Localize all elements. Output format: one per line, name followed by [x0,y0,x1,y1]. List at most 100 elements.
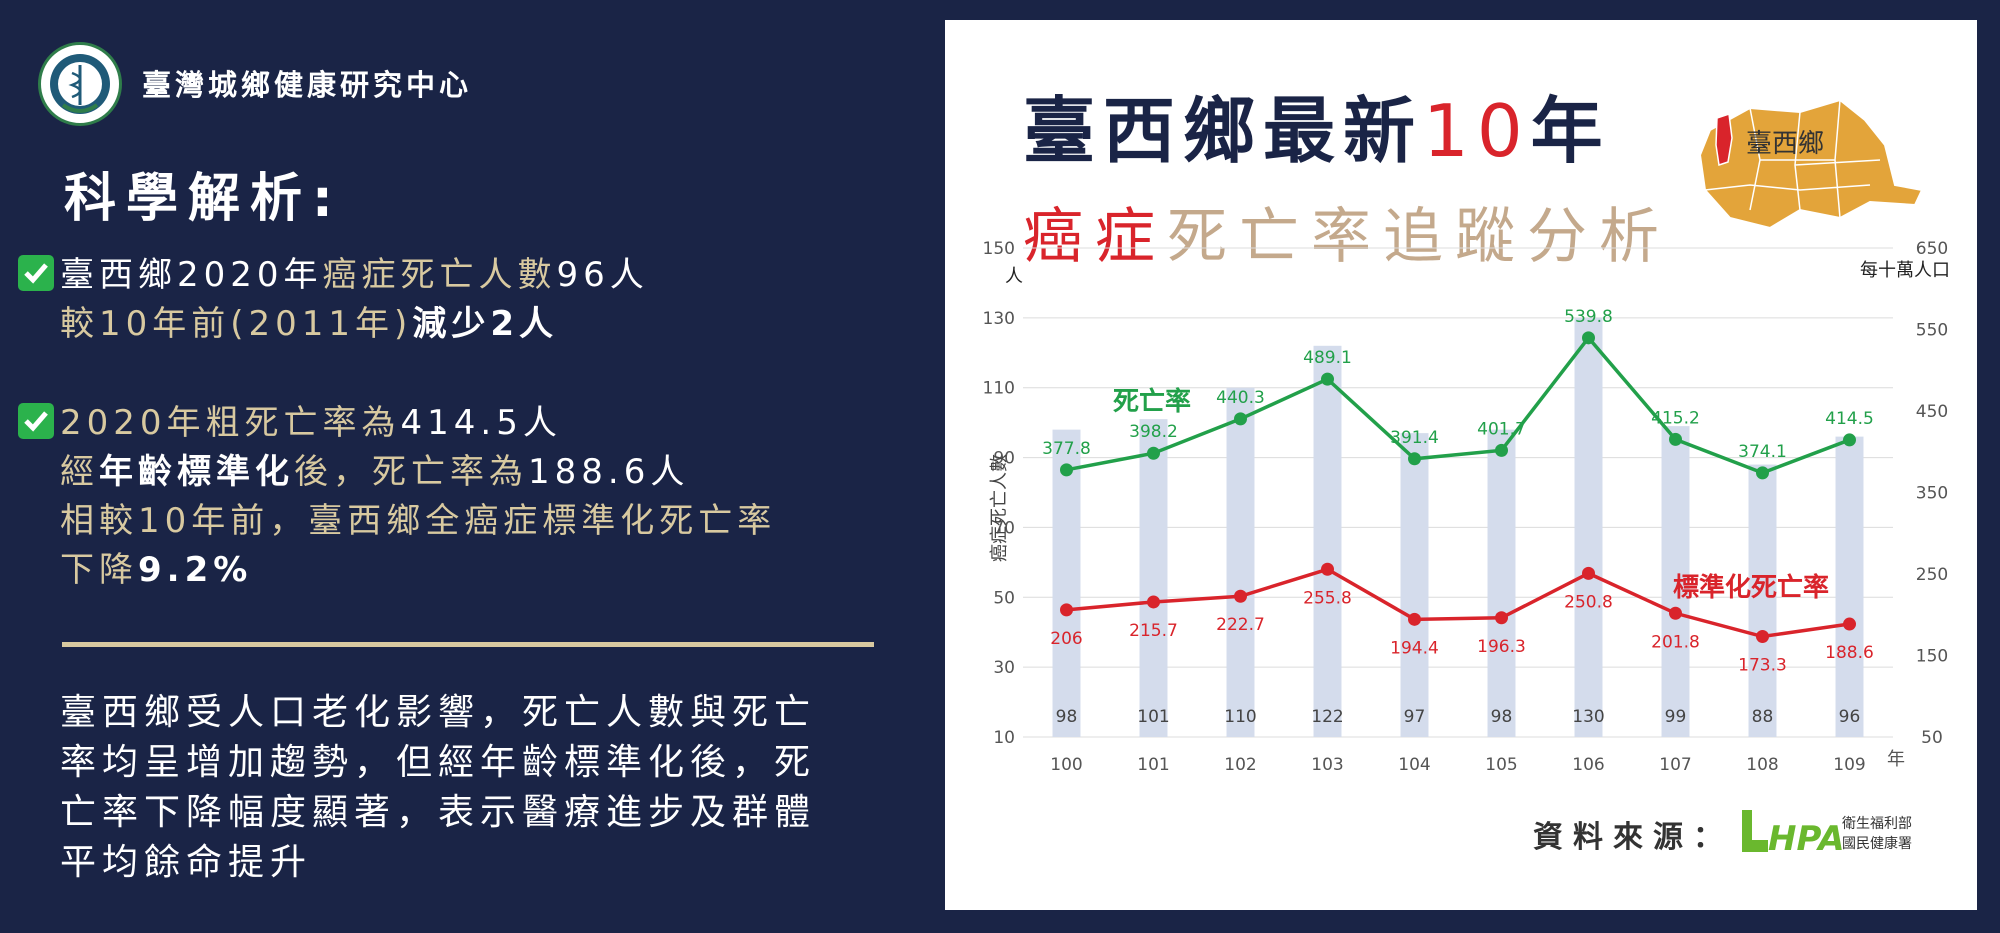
x-tick-label: 105 [1485,755,1517,775]
org-name: 臺灣城鄉健康研究中心 [142,68,473,102]
right-tick-label: 150 [1916,647,1948,667]
standardized-rate-line [1066,567,1850,639]
standardized-rate-line-data-label: 250.8 [1564,592,1613,612]
panel-title: 臺西鄉最新10年 [1023,72,1611,177]
crude-rate-line-data-label: 377.8 [1042,439,1091,459]
bar-value-label: 97 [1404,707,1426,727]
crude-rate-line-point [1408,452,1421,466]
crude-rate-line-point [1060,463,1073,477]
divider [62,642,874,647]
crude-rate-line-data-label: 489.1 [1303,348,1352,368]
panel-subtitle: 癌症死亡率追蹤分析 [1023,188,1671,275]
bar-value-label: 130 [1572,707,1604,727]
summary-line1: 臺西鄉受人口老化影響，死亡人數與死亡 [60,692,817,733]
crude-rate-line-point [1495,443,1508,457]
x-tick-label: 108 [1746,755,1778,775]
finding-2-text-c: 經 [60,452,99,492]
mortality-chart: 10 30 50 70 90 110 130 150 50 150 250 350 450 550 650 人… [983,239,1950,775]
bar-value-label: 88 [1752,707,1774,727]
bar [1748,464,1777,737]
bar [1226,387,1255,737]
map-label: 臺西鄉 [1746,129,1824,159]
standardized-rate-line-point [1234,589,1247,603]
summary: 臺西鄉受人口老化影響，死亡人數與死亡 率均呈增加趨勢，但經年齡標準化後，死 亡率… [60,688,900,888]
left-panel: 臺灣城鄉健康研究中心 科學解析: 臺西鄉2020年癌症死亡人數96人 較10年前… [0,0,930,933]
left-tick-label: 110 [983,379,1015,399]
township-map: 臺西鄉 [1698,98,1924,230]
standardized-rate-line-data-label: 222.7 [1216,615,1265,635]
crude-rate-line-data-label: 539.8 [1564,307,1613,327]
panel-title-a: 臺西鄉最新 [1023,89,1424,173]
chart-panel: 臺西鄉最新10年 癌症死亡率追蹤分析 臺西鄉 10 30 50 70 90 110 130 1… [945,20,1977,910]
finding-2-line3: 相較10年前，臺西鄉全癌症標準化死亡率 [60,501,777,541]
standardized-rate-line-point [1582,566,1595,580]
panel-subtitle-a: 癌症 [1023,202,1167,272]
panel-title-c: 年 [1530,89,1611,173]
x-tick-label: 100 [1050,755,1082,775]
finding-1-text-e: 減少2人 [412,304,558,344]
right-tick-label: 250 [1916,565,1948,585]
bar [1574,317,1603,737]
bar [1835,436,1864,737]
section-title: 科學解析: [64,169,343,229]
finding-2-line2: 經年齡標準化後，死亡率為188.6人 [18,448,776,497]
standardized-rate-line-point [1756,630,1769,644]
right-axis-unit: 每十萬人口 [1860,260,1950,281]
crude-rate-line-point [1321,372,1334,386]
bar [1661,426,1690,737]
bar [1052,429,1081,737]
finding-1-text-c: 96人 [556,255,649,295]
x-tick-label: 102 [1224,755,1256,775]
crude-rate-line-data-label: 401.7 [1477,419,1526,439]
org-logo [38,42,122,126]
left-axis-label: 癌症死亡人數 [989,454,1010,562]
standardized-rate-line-data-label: 255.8 [1303,588,1352,608]
finding-2: 2020年粗死亡率為414.5人 經年齡標準化後，死亡率為188.6人 相較10… [18,398,776,595]
x-tick-label: 109 [1833,755,1865,775]
x-tick-label: 107 [1659,755,1691,775]
crude-rate-line-point [1582,331,1595,345]
finding-2-text-g: 下降 [60,550,138,590]
summary-line4: 平均餘命提升 [60,842,313,883]
standardized-rate-line-point [1060,603,1073,617]
standardized-rate-line-data-label: 188.6 [1825,643,1874,663]
finding-2-text-h: 9.2% [138,550,253,590]
source-org-line1: 衛生福利部 [1842,816,1912,832]
bar [1313,345,1342,737]
x-tick-label: 101 [1137,755,1169,775]
standardized-rate-line-data-label: 194.4 [1390,638,1439,658]
standardized-rate-line-data-label: 196.3 [1477,637,1526,657]
standardized-rate-line-point [1669,606,1682,620]
x-tick-label: 103 [1311,755,1343,775]
bar [1400,433,1429,737]
standardized-rate-line-data-label: 201.8 [1651,632,1700,652]
left-tick-label: 130 [983,309,1015,329]
right-tick-label: 50 [1921,728,1943,748]
bar-value-label: 110 [1224,707,1256,727]
checkmark-icon [18,403,54,439]
left-tick-label: 150 [983,239,1015,259]
standardized-rate-line-point [1495,611,1508,625]
bar-value-label: 99 [1665,707,1687,727]
finding-1: 臺西鄉2020年癌症死亡人數96人 較10年前(2011年)減少2人 [18,250,649,349]
finding-1-text-d: 較10年前(2011年) [60,304,413,344]
bar-value-label: 96 [1839,707,1861,727]
standardized-rate-line-data-label: 173.3 [1738,656,1787,676]
standardized-rate-legend: 標準化死亡率 [1673,572,1829,603]
finding-1-line1: 臺西鄉2020年癌症死亡人數96人 [18,250,649,300]
panel-subtitle-b: 死亡率追蹤分析 [1167,202,1671,272]
panel-title-b: 10 [1423,89,1531,173]
x-tick-label: 104 [1398,755,1430,775]
summary-line3: 亡率下降幅度顯著，表示醫療進步及群體 [60,792,817,833]
finding-2-line4: 下降9.2% [18,546,776,595]
crude-rate-line-data-label: 398.2 [1129,422,1178,442]
right-tick-label: 650 [1916,239,1948,259]
x-tick-label: 106 [1572,755,1604,775]
bar-value-label: 98 [1056,707,1078,727]
left-tick-label: 50 [993,588,1015,608]
source-org-line2: 國民健康署 [1842,835,1912,852]
standardized-rate-line-data-label: 206 [1050,629,1082,649]
standardized-rate-line-data-label: 215.7 [1129,621,1178,641]
crude-rate-line-data-label: 415.2 [1651,408,1700,428]
left-axis-unit: 人 [1005,266,1023,287]
